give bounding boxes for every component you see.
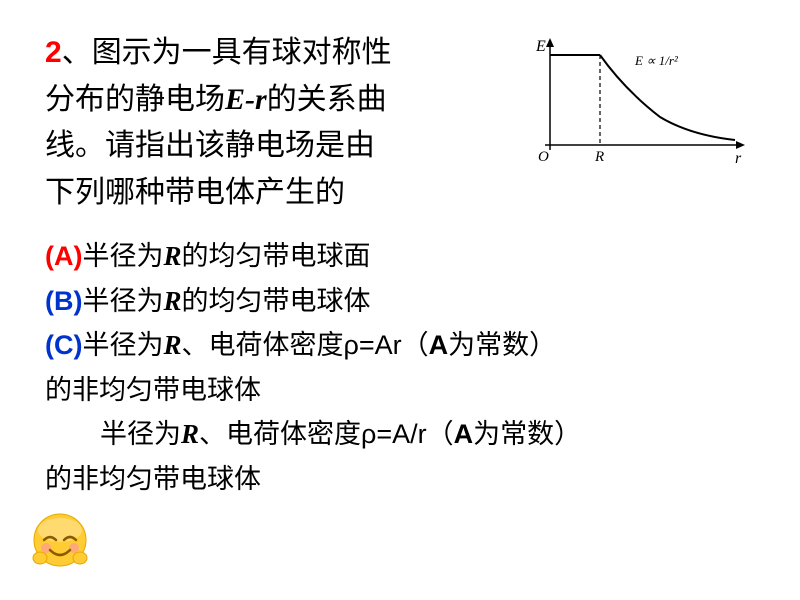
q-line3: 线。请指出该静电场是由 — [45, 129, 375, 162]
opt-a-t1: 半径为 — [82, 241, 163, 271]
x-axis-arrow — [736, 141, 745, 149]
question-stem: 2、图示为一具有球对称性 分布的静电场E-r的关系曲 线。请指出该静电场是由 下… — [45, 30, 515, 216]
opt-c-r: R — [163, 330, 181, 360]
q-line2a: 分布的静电场 — [45, 83, 225, 116]
opt-d-p2: 为常数） — [473, 419, 581, 449]
er-chart: E r O R E ∝ 1/r² — [530, 35, 755, 175]
smiley-emoji-icon — [30, 510, 90, 570]
q-line2b: 的关系曲 — [267, 83, 387, 116]
opt-c-p2: 为常数） — [448, 330, 556, 360]
opt-b-t1: 半径为 — [82, 286, 163, 316]
opt-d-rho: ρ=A/r — [361, 419, 427, 449]
opt-a-r: R — [163, 241, 181, 271]
option-d: 半径为R、电荷体密度ρ=A/r（A为常数） — [45, 412, 755, 457]
option-d-cont: 的非均匀带电球体 — [45, 457, 755, 502]
question-sep: 、 — [62, 36, 92, 69]
opt-b-r: R — [163, 286, 181, 316]
option-a: (A)半径为R的均匀带电球面 — [45, 234, 755, 279]
opt-c-t1: 半径为 — [82, 330, 163, 360]
curve-label: E ∝ 1/r² — [634, 53, 679, 68]
opt-c-t2: 、电荷体密度 — [182, 330, 344, 360]
opt-a-t2: 的均匀带电球面 — [182, 241, 371, 271]
opt-d-t2: 、电荷体密度 — [199, 419, 361, 449]
y-axis-label: E — [535, 38, 546, 55]
x-axis-label: r — [735, 150, 742, 167]
opt-c-a: A — [429, 330, 449, 360]
opt-c-rho: ρ=Ar — [344, 330, 402, 360]
option-c-label: (C) — [45, 330, 82, 360]
origin-label: O — [538, 149, 549, 165]
question-number: 2 — [45, 36, 62, 69]
option-c-cont: 的非均匀带电球体 — [45, 368, 755, 413]
opt-d-r: R — [181, 419, 199, 449]
opt-d-t1: 半径为 — [100, 419, 181, 449]
option-c: (C)半径为R、电荷体密度ρ=Ar（A为常数） — [45, 323, 755, 368]
option-b: (B)半径为R的均匀带电球体 — [45, 279, 755, 324]
option-a-label: (A) — [45, 241, 82, 271]
opt-d-a: A — [454, 419, 474, 449]
options-block: (A)半径为R的均匀带电球面 (B)半径为R的均匀带电球体 (C)半径为R、电荷… — [45, 234, 755, 501]
q-line4: 下列哪种带电体产生的 — [45, 176, 345, 209]
r-tick-label: R — [594, 149, 604, 165]
opt-c-p1: （ — [402, 330, 429, 360]
opt-b-t2: 的均匀带电球体 — [182, 286, 371, 316]
q-er-var: E-r — [225, 83, 267, 116]
opt-d-line2: 的非均匀带电球体 — [45, 464, 261, 494]
y-axis-arrow — [546, 38, 554, 47]
opt-c-line2: 的非均匀带电球体 — [45, 375, 261, 405]
option-b-label: (B) — [45, 286, 82, 316]
opt-d-p1: （ — [427, 419, 454, 449]
q-line1: 图示为一具有球对称性 — [92, 36, 392, 69]
